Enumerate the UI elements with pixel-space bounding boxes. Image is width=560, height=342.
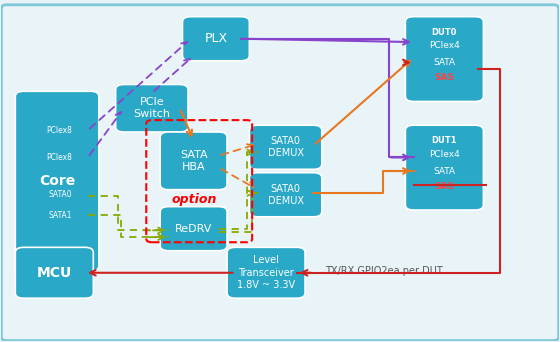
Text: SAS: SAS (435, 182, 454, 191)
Text: PCIe
Switch: PCIe Switch (133, 97, 170, 119)
Text: PCIex8: PCIex8 (46, 153, 72, 162)
FancyBboxPatch shape (15, 247, 94, 298)
Text: SAS: SAS (435, 73, 454, 82)
Text: SATA0
DEMUX: SATA0 DEMUX (268, 136, 304, 158)
Text: PCIex4: PCIex4 (429, 41, 460, 50)
FancyBboxPatch shape (227, 247, 305, 298)
Text: SATA: SATA (433, 58, 455, 67)
FancyBboxPatch shape (1, 5, 559, 341)
Text: SATA
HBA: SATA HBA (180, 149, 207, 172)
Text: ReDRV: ReDRV (175, 224, 212, 234)
Text: MCU: MCU (37, 266, 72, 280)
Text: option: option (171, 193, 217, 206)
Text: DUT1: DUT1 (432, 136, 457, 145)
Text: PCIex4: PCIex4 (429, 149, 460, 159)
FancyBboxPatch shape (160, 207, 227, 251)
Text: PCIex8: PCIex8 (46, 126, 72, 135)
Text: Level
Transceiver
1.8V ~ 3.3V: Level Transceiver 1.8V ~ 3.3V (237, 255, 295, 290)
Text: SATA1: SATA1 (48, 211, 72, 220)
Text: PLX: PLX (204, 32, 227, 45)
FancyBboxPatch shape (405, 17, 483, 102)
Text: SATA0: SATA0 (48, 190, 72, 199)
FancyBboxPatch shape (115, 84, 188, 132)
FancyBboxPatch shape (160, 132, 227, 190)
Text: DUT0: DUT0 (432, 28, 457, 37)
Text: SATA0
DEMUX: SATA0 DEMUX (268, 184, 304, 206)
FancyBboxPatch shape (15, 91, 99, 271)
FancyBboxPatch shape (249, 125, 322, 169)
Text: TX/RX GPIO2ea per DUT: TX/RX GPIO2ea per DUT (325, 266, 442, 276)
FancyBboxPatch shape (249, 173, 322, 217)
FancyBboxPatch shape (183, 17, 249, 61)
FancyBboxPatch shape (405, 125, 483, 210)
Text: Core: Core (39, 174, 75, 188)
Text: SATA: SATA (433, 167, 455, 175)
